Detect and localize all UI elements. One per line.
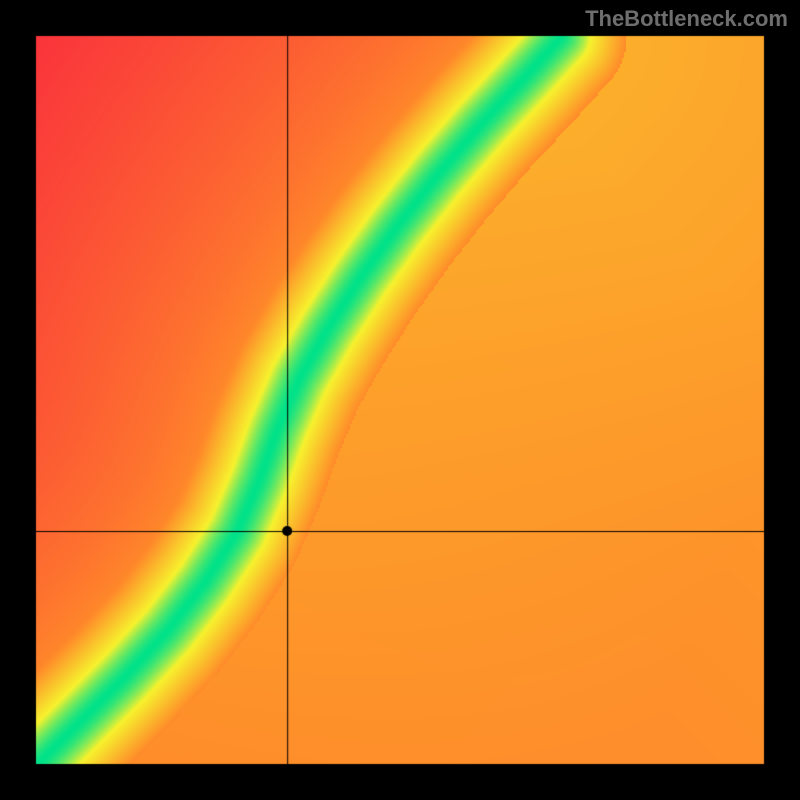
chart-container: TheBottleneck.com — [0, 0, 800, 800]
watermark-text: TheBottleneck.com — [585, 6, 788, 32]
bottleneck-heatmap — [0, 0, 800, 800]
